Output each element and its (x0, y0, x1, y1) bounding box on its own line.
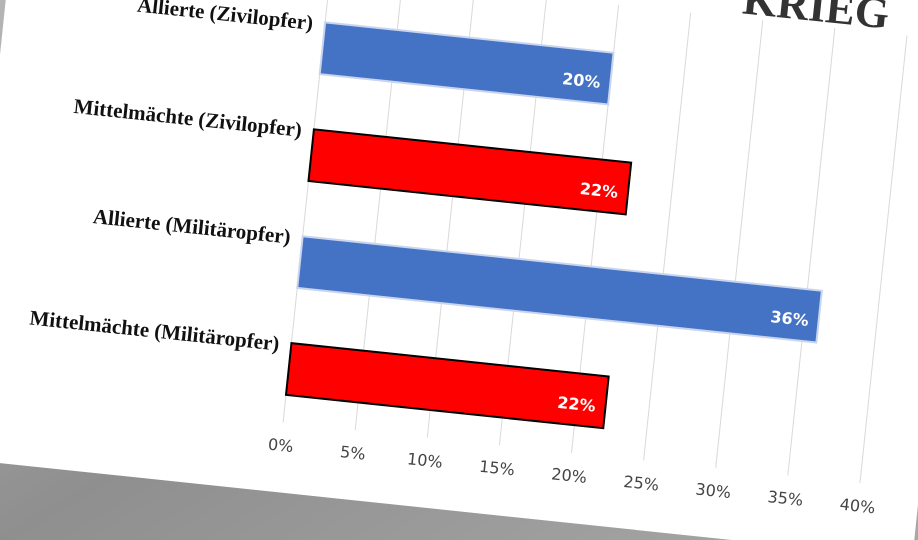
bar (307, 128, 633, 216)
value-label: 22% (579, 179, 619, 202)
value-label: 22% (556, 393, 596, 416)
x-tick-label: 20% (550, 464, 587, 487)
value-label: 20% (561, 69, 601, 92)
x-tick-label: 40% (839, 495, 876, 518)
bar (318, 21, 615, 106)
x-tick-label: 10% (406, 449, 443, 472)
x-tick-label: 35% (767, 487, 804, 510)
bar (284, 342, 610, 430)
value-label: 36% (770, 307, 810, 330)
x-tick-label: 30% (695, 479, 732, 502)
grid-line (787, 27, 836, 476)
x-tick-label: 25% (623, 472, 660, 495)
x-tick-label: 15% (478, 457, 515, 480)
grid-line (715, 20, 764, 468)
grid-line (859, 35, 908, 484)
x-tick-label: 5% (339, 442, 366, 464)
bar (296, 235, 823, 344)
grid-line (643, 12, 692, 461)
x-tick-label: 0% (267, 435, 294, 457)
